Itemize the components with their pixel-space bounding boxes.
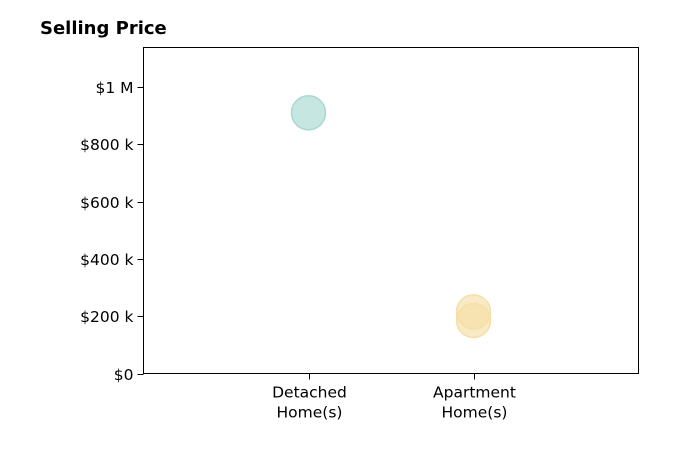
- data-point: [455, 302, 492, 339]
- x-tick-label: Home(s): [442, 404, 508, 422]
- y-tick-label: $600 k: [80, 194, 133, 212]
- chart-title: Selling Price: [40, 18, 167, 39]
- x-tick-label: Detached: [272, 384, 347, 402]
- y-tick-label: $200 k: [80, 308, 133, 326]
- data-point: [290, 95, 327, 131]
- x-tick-label: Home(s): [277, 404, 343, 422]
- y-tick-label: $400 k: [80, 251, 133, 269]
- x-axis: Detached Home(s) Apartment Home(s): [272, 373, 516, 422]
- y-tick-label: $1 M: [95, 79, 133, 97]
- y-axis: $0 $200 k $400 k $600 k $800 k $1 M: [80, 79, 144, 384]
- y-tick-label: $800 k: [80, 136, 133, 154]
- data-points: [290, 95, 492, 339]
- x-tick-label: Apartment: [433, 384, 516, 402]
- y-tick-label: $0: [114, 366, 134, 384]
- plot-frame: [143, 47, 639, 374]
